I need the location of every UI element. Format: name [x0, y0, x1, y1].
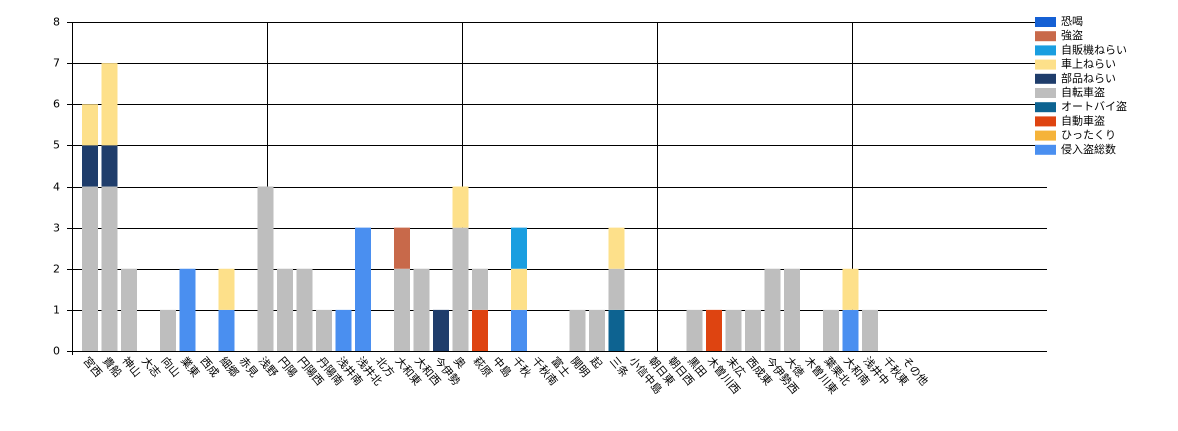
- bar-segment: [589, 309, 605, 351]
- bar-segment: [842, 268, 859, 310]
- y-tick-label: 3: [53, 222, 60, 235]
- bar-segment: [394, 227, 410, 269]
- bar-segment: [472, 309, 488, 351]
- bar-segment: [608, 227, 625, 269]
- y-tick-label: 2: [53, 263, 60, 276]
- bar-segment: [394, 268, 410, 351]
- bar-segment: [335, 309, 352, 351]
- bar-segment: [433, 309, 449, 351]
- y-tick-label: 6: [53, 98, 60, 111]
- bar-segment: [784, 268, 800, 351]
- legend-label: 侵入盗総数: [1061, 142, 1116, 156]
- bar-segment: [179, 268, 196, 351]
- legend-label: 車上ねらい: [1061, 57, 1116, 71]
- legend-swatch: [1035, 59, 1056, 70]
- x-tick-label: 千秋: [509, 354, 534, 380]
- bar-segment: [413, 268, 430, 351]
- legend-swatch: [1035, 130, 1056, 141]
- bar-segment: [823, 309, 839, 351]
- bar-segment: [764, 268, 781, 351]
- bar-segment: [472, 268, 488, 310]
- bar-segment: [82, 145, 98, 187]
- x-tick-label: 円陽: [275, 355, 299, 380]
- legend-label: 部品ねらい: [1061, 71, 1116, 85]
- legend-swatch: [1035, 45, 1056, 56]
- y-tick-label: 8: [53, 16, 60, 29]
- bar-segment: [160, 309, 176, 351]
- x-tick-label: 萩原: [470, 355, 494, 380]
- legend-swatch: [1035, 31, 1056, 42]
- legend-swatch: [1035, 17, 1056, 27]
- x-tick-label: 宮西: [80, 354, 105, 380]
- bar-segment: [101, 186, 118, 351]
- bar-segment: [511, 268, 527, 310]
- bar-segment: [277, 268, 293, 351]
- x-tick-label: 三条: [607, 354, 632, 380]
- bar-segment: [101, 63, 118, 146]
- x-tick-label: 浅野: [256, 355, 280, 380]
- bar-segment: [725, 309, 742, 351]
- legend-label: オートバイ盗: [1061, 100, 1127, 113]
- bar-segment: [218, 309, 235, 351]
- bar-segment: [608, 309, 625, 351]
- bar-segment: [82, 186, 98, 351]
- legend-swatch: [1035, 73, 1056, 84]
- legend-swatch: [1035, 116, 1056, 127]
- y-tick-label: 7: [53, 57, 60, 70]
- bar-segment: [511, 309, 527, 351]
- bar-segment: [296, 268, 313, 351]
- bar-segment: [82, 104, 98, 146]
- x-tick-label: 開明: [568, 355, 592, 380]
- y-tick-label: 1: [53, 304, 60, 317]
- legend-swatch: [1035, 144, 1056, 155]
- bar-segment: [569, 309, 586, 351]
- legend-label: 恐喝: [1061, 15, 1083, 28]
- bar-segment: [511, 227, 527, 269]
- bar-segment: [101, 145, 118, 187]
- legend-swatch: [1035, 102, 1056, 113]
- bar-segment: [355, 227, 371, 351]
- legend-label: 強盗: [1061, 29, 1083, 42]
- x-tick-label: 神山: [119, 354, 144, 380]
- bar-segment: [452, 227, 469, 351]
- x-tick-label: 中島: [490, 354, 515, 380]
- legend-label: 自販機ねらい: [1061, 42, 1127, 56]
- y-tick-label: 5: [53, 139, 60, 152]
- legend-label: 自動車盗: [1061, 113, 1105, 127]
- bar-segment: [706, 309, 722, 351]
- x-tick-label: 大志: [139, 354, 164, 380]
- bar-segment: [316, 309, 332, 351]
- legend-swatch: [1035, 88, 1056, 98]
- x-tick-label: 貴船: [100, 354, 125, 380]
- x-tick-label: 赤見: [236, 355, 260, 380]
- y-tick-label: 4: [53, 181, 60, 194]
- x-tick-label: 向山: [158, 354, 183, 380]
- bar-segment: [257, 186, 274, 351]
- bar-segment: [842, 309, 859, 351]
- bar-segment: [608, 268, 625, 310]
- x-tick-label: 西成: [197, 355, 221, 380]
- bar-segment: [745, 309, 761, 351]
- bar-segment: [452, 186, 469, 228]
- y-tick-label: 0: [53, 345, 60, 358]
- bar-segment: [121, 268, 137, 351]
- legend-label: ひったくり: [1061, 129, 1116, 142]
- bar-segment: [218, 268, 235, 310]
- legend-label: 自転車盗: [1061, 85, 1105, 99]
- x-tick-label: 細郷: [217, 354, 242, 380]
- x-tick-label: 業東: [178, 355, 202, 380]
- bar-segment: [686, 309, 703, 351]
- bar-segment: [862, 309, 878, 351]
